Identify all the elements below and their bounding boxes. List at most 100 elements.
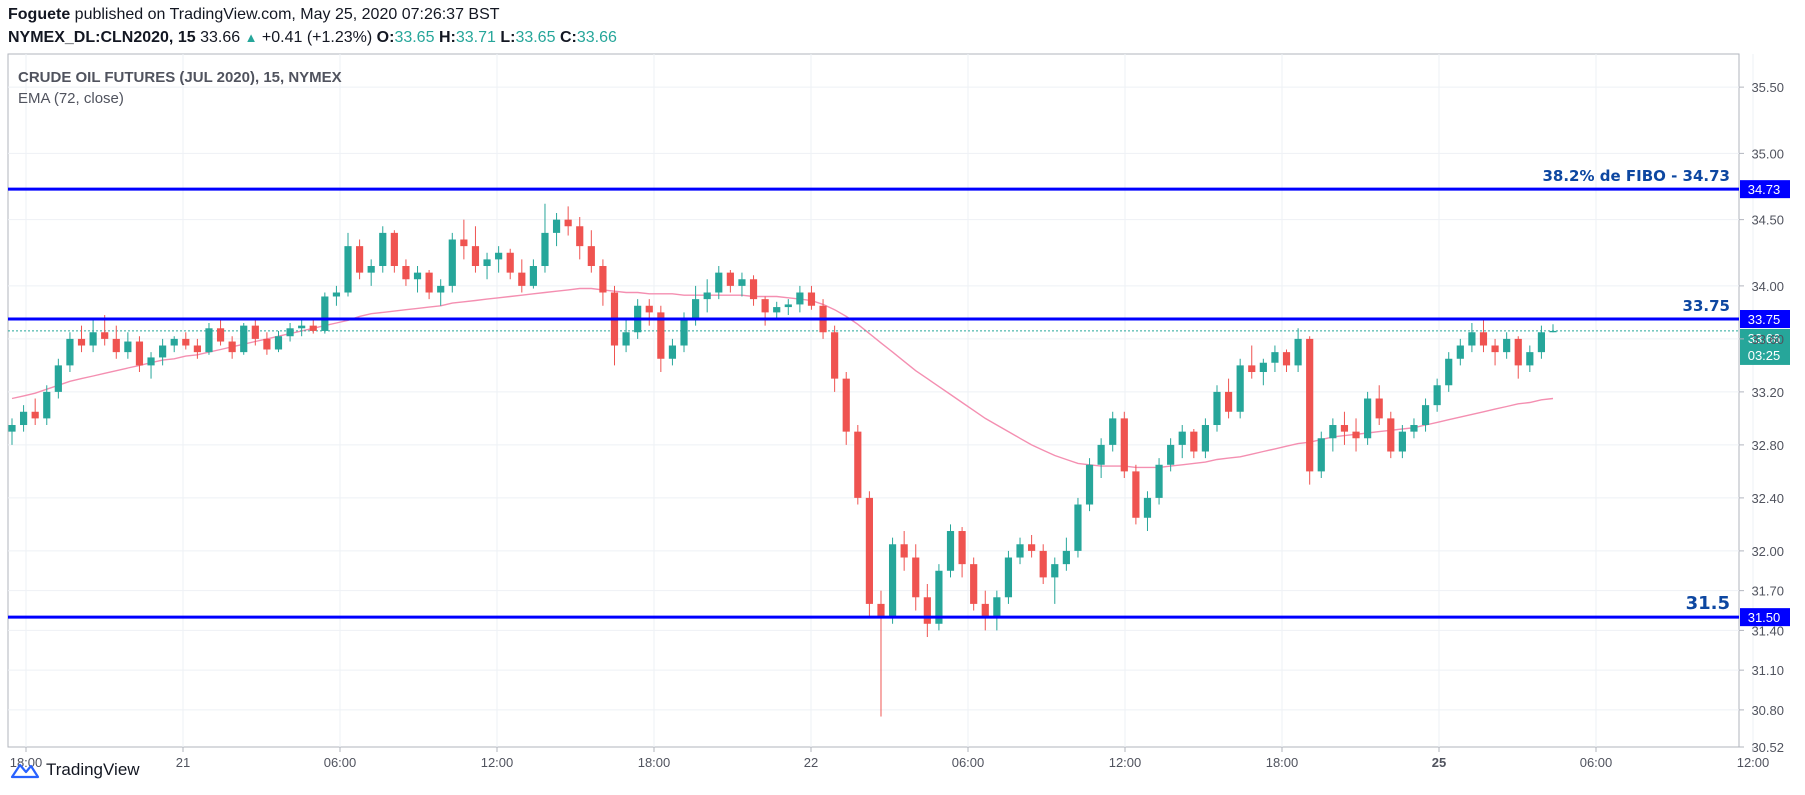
candle-body — [749, 279, 758, 300]
up-arrow-icon: ▲ — [244, 30, 258, 45]
candle-body — [1375, 398, 1383, 419]
candle-body — [761, 299, 769, 313]
low-label: L: — [500, 29, 516, 46]
candle-body — [1526, 352, 1534, 366]
x-tick-label: 18:00 — [1266, 755, 1299, 770]
high-value: 33.71 — [455, 29, 496, 46]
candle-body — [1456, 345, 1464, 359]
candle-body — [981, 603, 989, 618]
x-tick-label: 12:00 — [481, 755, 514, 770]
candle-body — [1074, 504, 1082, 551]
candle-body — [66, 338, 74, 366]
candle-body — [842, 378, 850, 432]
candle-body — [1445, 358, 1453, 386]
candle-body — [1155, 464, 1163, 498]
price-axis[interactable]: 35.50 35.00 34.50 34.00 33.60 33.20 32.80 32.40… — [1739, 80, 1784, 755]
footer-brand[interactable]: TradingView — [10, 760, 140, 780]
level-price-tag — [1740, 180, 1790, 199]
plot-frame — [7, 53, 1740, 748]
x-tick-label: 06:00 — [952, 755, 985, 770]
level-label: 33.75 — [1683, 297, 1730, 315]
candle-body — [367, 266, 375, 273]
candle-body — [1248, 365, 1256, 373]
candle-body — [831, 332, 839, 379]
candle-body — [344, 246, 352, 293]
y-tick-label: 32.40 — [1751, 491, 1784, 506]
candle-body — [1340, 425, 1349, 432]
candle-body — [1016, 544, 1024, 558]
candle-body — [1549, 330, 1557, 333]
candle-body — [321, 296, 329, 331]
candle-body — [205, 328, 213, 353]
y-tick-label: 33.60 — [1751, 332, 1784, 347]
candle-body — [576, 226, 584, 247]
candle-body — [182, 338, 190, 346]
candle-body — [460, 239, 468, 247]
candle-body — [1491, 345, 1499, 353]
candle-body — [865, 497, 873, 604]
candle-body — [1039, 550, 1047, 578]
x-tick-label: 22 — [804, 755, 818, 770]
candle-body — [1537, 332, 1546, 353]
close-label: C: — [559, 29, 577, 46]
y-tick-label: 31.70 — [1751, 584, 1784, 599]
candle-body — [31, 411, 39, 419]
candle-body — [425, 272, 433, 293]
candle-body — [332, 292, 341, 297]
candle-body — [935, 570, 943, 624]
level-price-tag-text: 34.73 — [1748, 182, 1781, 197]
candle-body — [228, 341, 236, 353]
candle-body — [1190, 431, 1198, 452]
level-price-tag — [1740, 608, 1790, 627]
candle-body — [1317, 438, 1325, 472]
time-axis[interactable]: 18:00 21 06:00 12:00 18:00 22 06:00 12:00 18:00 2… — [10, 747, 1770, 770]
candle-body — [912, 557, 920, 598]
candle-body — [738, 279, 746, 286]
candle-body — [1236, 365, 1244, 412]
candle-body — [274, 336, 283, 350]
level-price-tag-text: 33.75 — [1748, 312, 1781, 327]
candle-body — [89, 332, 97, 346]
y-tick-label: 32.00 — [1751, 544, 1784, 559]
candle-body — [564, 219, 572, 227]
candle-body — [668, 345, 677, 359]
x-tick-label: 25 — [1432, 755, 1446, 770]
x-tick-label: 06:00 — [324, 755, 357, 770]
candle-body — [1004, 557, 1013, 598]
candle-body — [170, 338, 178, 346]
candle-body — [970, 564, 978, 604]
candle-body — [286, 328, 294, 337]
candle-body — [1271, 352, 1279, 363]
candle-body — [946, 531, 955, 571]
y-tick-label: 33.20 — [1751, 385, 1784, 400]
candle-body — [1398, 431, 1406, 452]
y-tick-label: 31.10 — [1751, 663, 1784, 678]
candle-body — [193, 345, 201, 353]
candle-body — [1201, 425, 1209, 452]
candle-body — [1143, 497, 1152, 518]
candle-body — [796, 292, 804, 305]
candle-body — [1352, 431, 1360, 439]
candle-body — [703, 292, 711, 300]
candle-body — [1294, 338, 1302, 366]
open-label: O: — [376, 29, 395, 46]
candle-body — [471, 246, 480, 267]
candle-body — [43, 391, 51, 419]
candle-body — [958, 531, 966, 565]
candle-body — [1213, 391, 1221, 426]
candle-body — [923, 597, 931, 624]
author-name[interactable]: Foguete — [8, 6, 71, 23]
publish-info: published on TradingView.com, May 25, 20… — [74, 6, 500, 23]
candle-body — [1364, 398, 1372, 439]
y-tick-label: 30.52 — [1751, 740, 1784, 755]
candle-body — [1120, 418, 1128, 472]
level-price-tag — [1740, 310, 1790, 329]
publish-header: Foguete published on TradingView.com, Ma… — [8, 6, 500, 24]
last-price: 33.66 — [200, 29, 241, 46]
x-tick-label: 12:00 — [1109, 755, 1142, 770]
candle-body — [1421, 405, 1430, 426]
y-tick-label: 30.80 — [1751, 703, 1784, 718]
level-label: 38.2% de FIBO - 34.73 — [1542, 167, 1730, 185]
support-resistance-levels[interactable]: 38.2% de FIBO - 34.73 34.73 33.75 33.75 31.5… — [8, 167, 1790, 627]
